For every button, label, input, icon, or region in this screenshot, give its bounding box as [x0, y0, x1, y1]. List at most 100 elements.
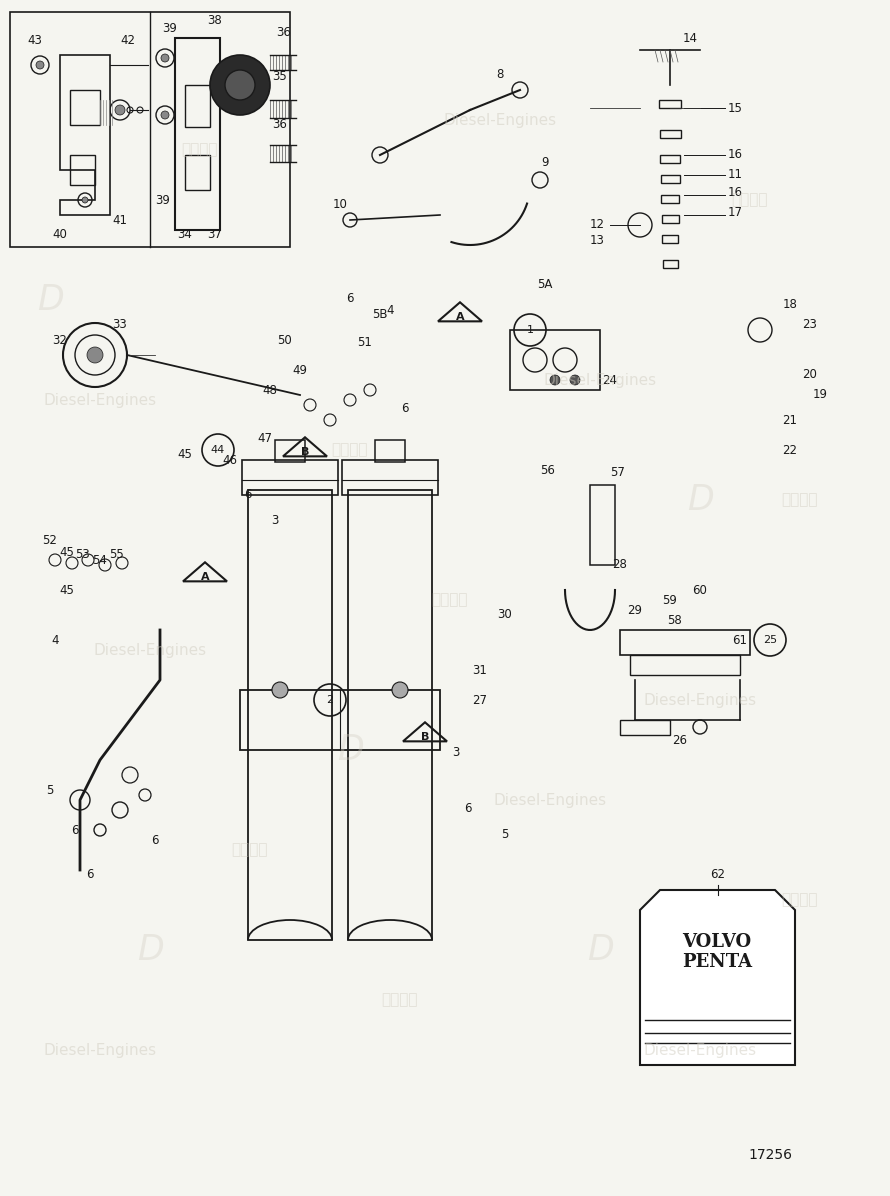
- Circle shape: [570, 376, 580, 385]
- Bar: [661, 175, 680, 183]
- Text: 62: 62: [710, 868, 725, 881]
- Bar: [240, 690, 440, 750]
- Text: 43: 43: [28, 33, 43, 47]
- Text: 13: 13: [589, 233, 604, 246]
- Text: Diesel-Engines: Diesel-Engines: [44, 392, 157, 408]
- Circle shape: [115, 105, 125, 115]
- Text: 30: 30: [498, 609, 513, 622]
- Bar: [70, 90, 100, 126]
- Bar: [10, 12, 290, 248]
- Text: 5: 5: [501, 829, 509, 842]
- Text: 51: 51: [358, 336, 372, 348]
- Text: 56: 56: [540, 464, 555, 476]
- Text: 25: 25: [763, 635, 777, 645]
- Text: 5A: 5A: [538, 279, 553, 292]
- Text: VOLVO: VOLVO: [683, 933, 751, 951]
- Text: 29: 29: [627, 604, 643, 616]
- Text: 60: 60: [692, 584, 708, 597]
- Text: 33: 33: [113, 318, 127, 331]
- Text: 6: 6: [465, 801, 472, 814]
- Text: 53: 53: [76, 549, 91, 561]
- Text: 6: 6: [346, 292, 353, 305]
- Text: 5B: 5B: [372, 309, 388, 322]
- Bar: [275, 440, 305, 462]
- Circle shape: [36, 61, 44, 69]
- Text: 22: 22: [782, 444, 797, 457]
- Bar: [661, 195, 679, 203]
- Circle shape: [550, 376, 560, 385]
- Text: 26: 26: [673, 733, 687, 746]
- Text: 11: 11: [727, 169, 742, 182]
- Bar: [663, 260, 678, 268]
- Text: D: D: [686, 483, 714, 517]
- Text: B: B: [301, 447, 309, 457]
- Text: 16: 16: [727, 148, 742, 161]
- Text: 紫发动力: 紫发动力: [231, 842, 268, 858]
- Text: 19: 19: [813, 389, 828, 402]
- Text: 3: 3: [452, 745, 460, 758]
- Text: 59: 59: [662, 593, 677, 606]
- Circle shape: [392, 682, 408, 698]
- Bar: [185, 85, 210, 127]
- Bar: [590, 486, 615, 565]
- Bar: [242, 460, 338, 495]
- Circle shape: [225, 71, 255, 100]
- Text: 10: 10: [333, 199, 347, 212]
- Text: 40: 40: [53, 228, 68, 242]
- Text: 38: 38: [207, 13, 222, 26]
- Text: 23: 23: [803, 318, 817, 331]
- Bar: [248, 490, 332, 940]
- Circle shape: [210, 55, 270, 115]
- Text: 28: 28: [612, 559, 627, 572]
- Text: A: A: [456, 312, 465, 322]
- Text: 49: 49: [293, 364, 308, 377]
- Circle shape: [87, 347, 103, 364]
- Polygon shape: [640, 890, 795, 1064]
- Text: 50: 50: [278, 334, 293, 347]
- Text: 24: 24: [603, 373, 618, 386]
- Text: Diesel-Engines: Diesel-Engines: [544, 372, 657, 388]
- Text: PENTA: PENTA: [682, 953, 752, 971]
- Bar: [662, 215, 679, 222]
- Bar: [510, 330, 600, 390]
- Circle shape: [272, 682, 288, 698]
- Text: 61: 61: [732, 634, 748, 647]
- Text: 18: 18: [782, 299, 797, 311]
- Text: D: D: [137, 933, 164, 968]
- Text: Diesel-Engines: Diesel-Engines: [443, 112, 556, 128]
- Text: 47: 47: [257, 432, 272, 445]
- Bar: [342, 460, 438, 495]
- Text: 8: 8: [497, 68, 504, 81]
- Text: 48: 48: [263, 384, 278, 397]
- Text: 2: 2: [327, 695, 334, 704]
- Text: 55: 55: [109, 549, 125, 561]
- Text: 6: 6: [71, 824, 78, 836]
- Bar: [660, 130, 681, 138]
- Bar: [662, 234, 678, 243]
- Text: 1: 1: [527, 325, 533, 335]
- Bar: [185, 155, 210, 190]
- Text: 4: 4: [52, 634, 59, 647]
- Text: Diesel-Engines: Diesel-Engines: [93, 642, 206, 658]
- Text: 6: 6: [151, 834, 158, 847]
- Text: 36: 36: [277, 26, 291, 39]
- Text: 5: 5: [46, 783, 53, 797]
- Bar: [620, 720, 670, 736]
- Text: 34: 34: [178, 228, 192, 242]
- Text: 紫发动力: 紫发动力: [781, 493, 818, 507]
- Text: Diesel-Engines: Diesel-Engines: [493, 793, 607, 807]
- Text: 46: 46: [222, 453, 238, 466]
- Text: 37: 37: [207, 228, 222, 242]
- Text: 6: 6: [401, 402, 409, 415]
- Text: Diesel-Engines: Diesel-Engines: [643, 1043, 756, 1057]
- Text: 36: 36: [272, 118, 287, 132]
- Text: 35: 35: [272, 71, 287, 84]
- Bar: [620, 630, 750, 655]
- Text: 紫发动力: 紫发动力: [781, 892, 818, 908]
- Text: 39: 39: [163, 22, 177, 35]
- Circle shape: [161, 54, 169, 62]
- Text: 21: 21: [782, 414, 797, 427]
- Bar: [375, 440, 405, 462]
- Text: 54: 54: [93, 554, 108, 567]
- Text: 15: 15: [727, 102, 742, 115]
